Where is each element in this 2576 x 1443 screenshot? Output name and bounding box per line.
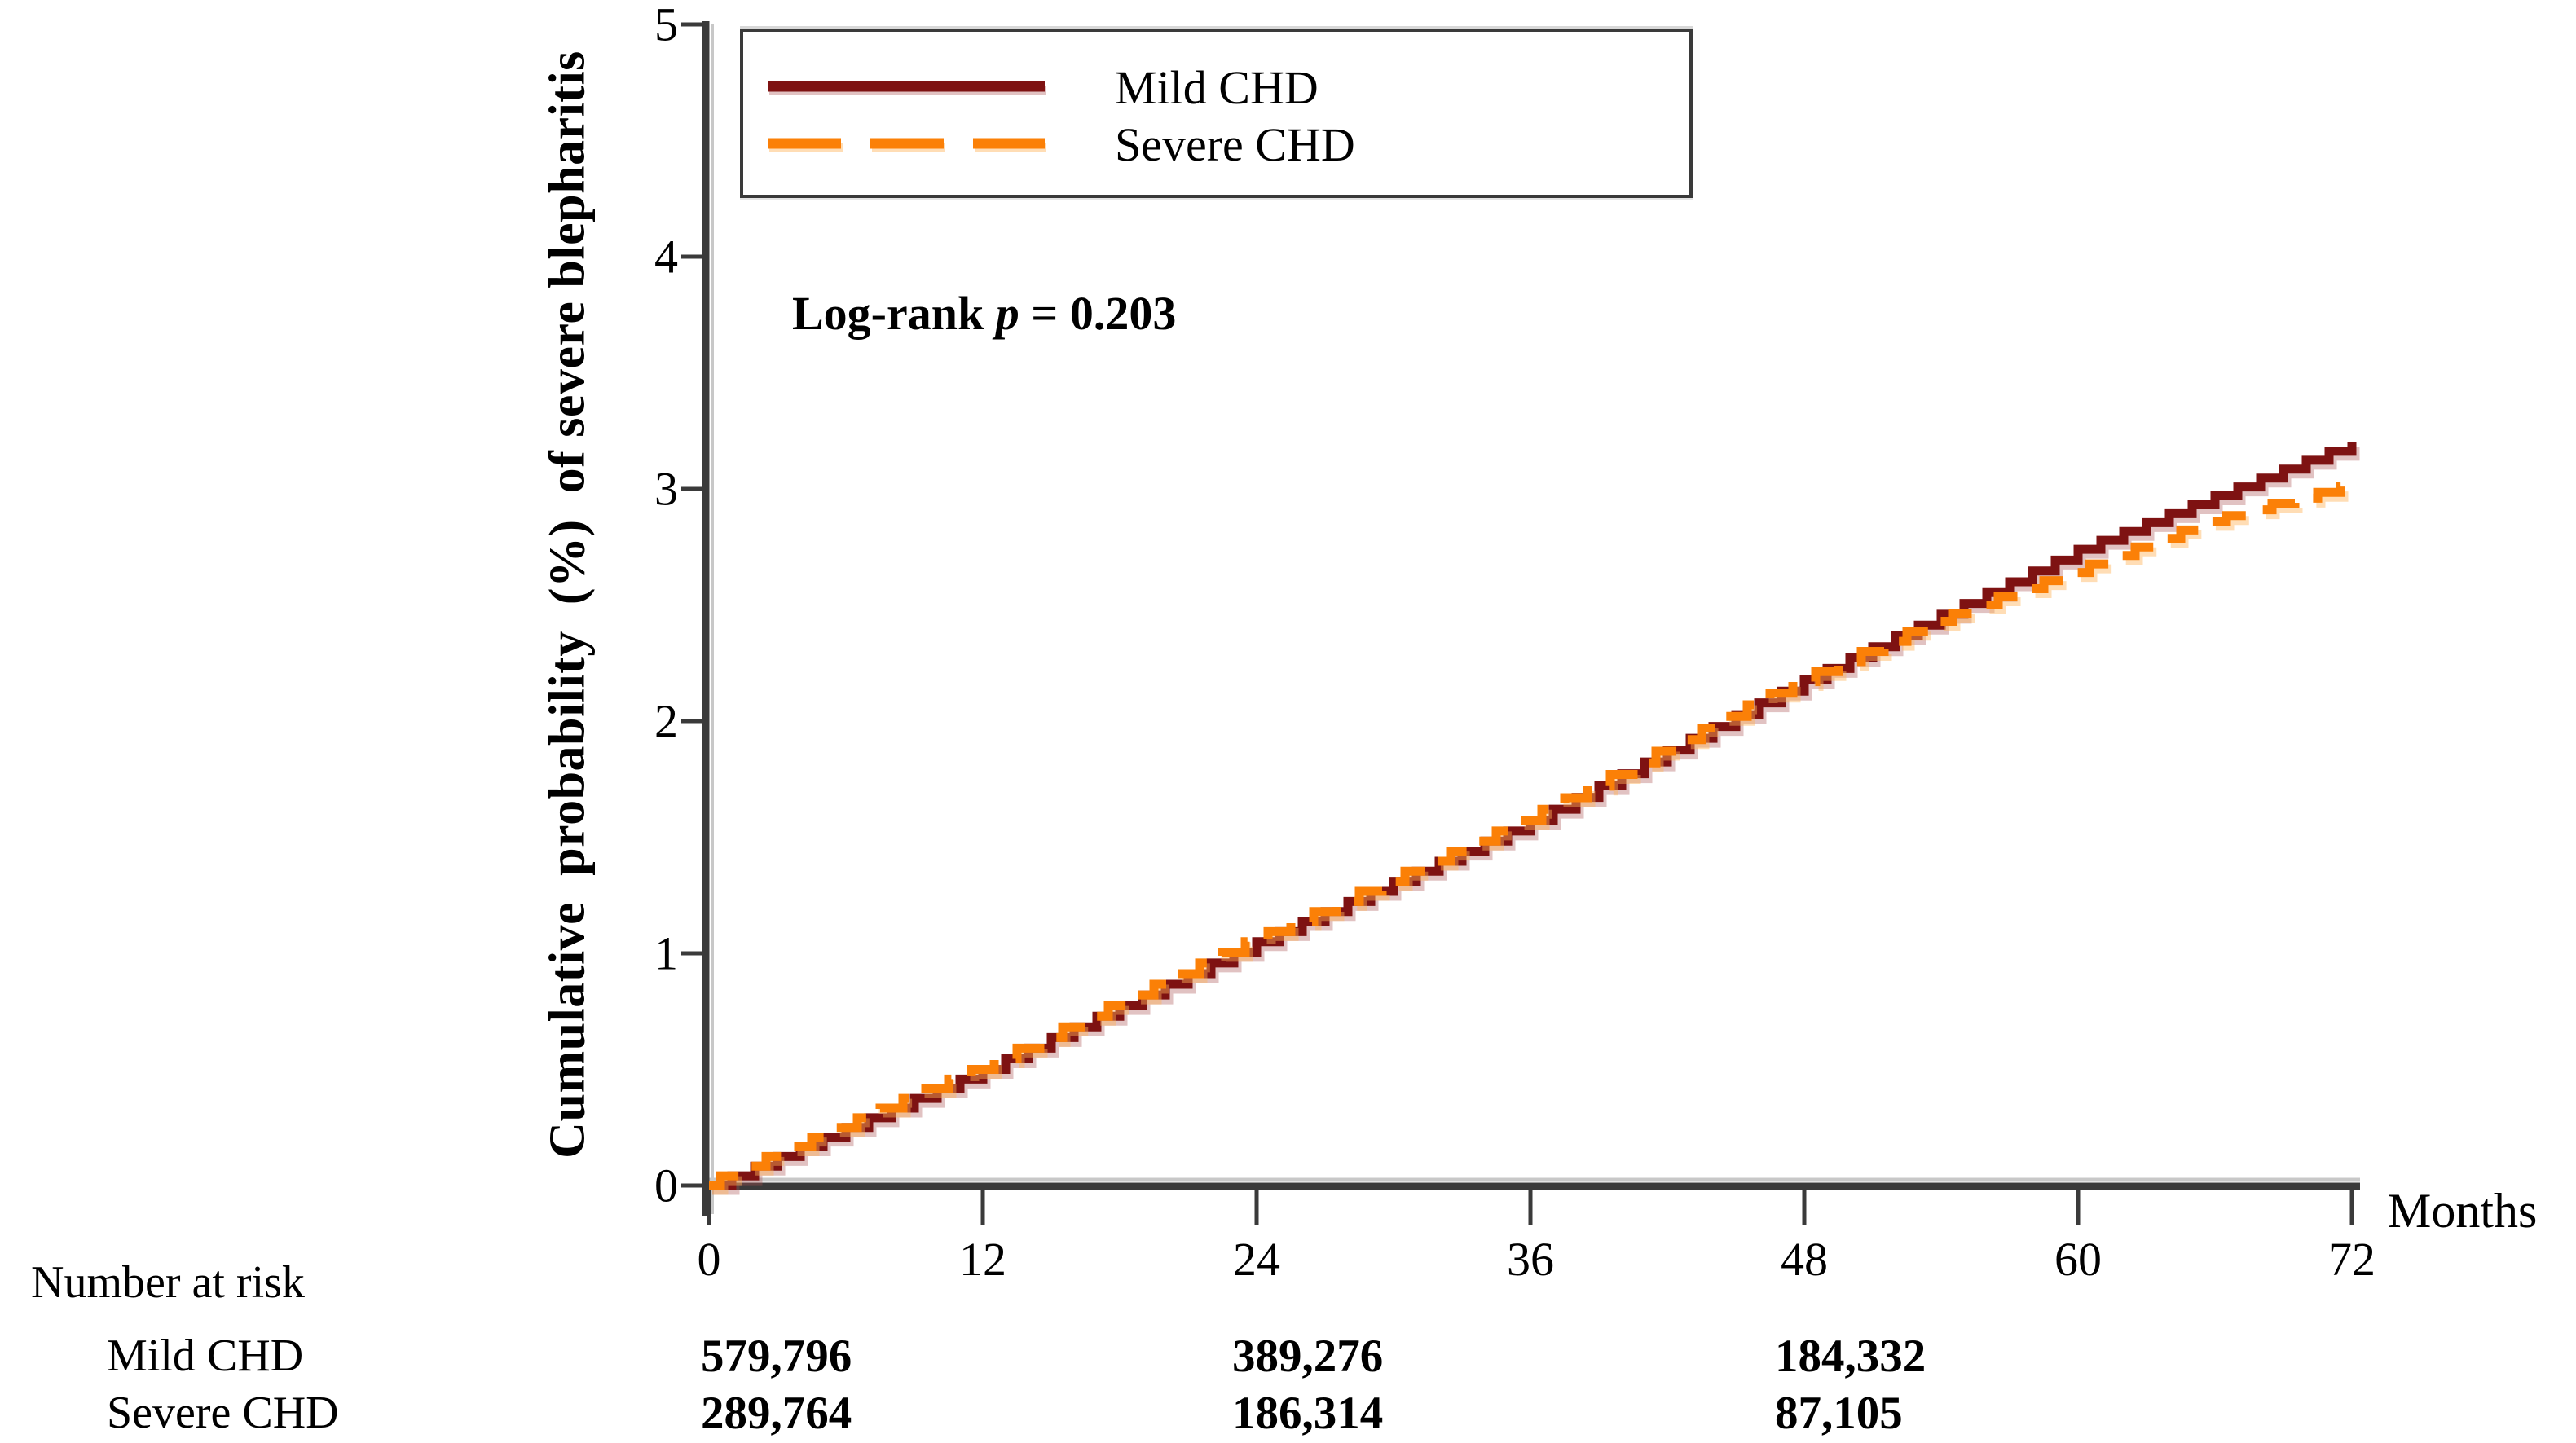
y-axis-title: Cumulative probability (%) of severe ble… <box>539 51 596 1159</box>
y-tick-label: 2 <box>654 694 678 748</box>
log-rank-p-symbol: p <box>995 287 1019 340</box>
risk-row-label-mild: Mild CHD <box>107 1331 304 1381</box>
x-tick-label: 12 <box>959 1233 1006 1286</box>
legend-label-mild: Mild CHD <box>1115 60 1319 114</box>
y-tick-label: 0 <box>654 1159 678 1212</box>
x-tick-label: 60 <box>2054 1233 2102 1286</box>
log-rank-prefix: Log-rank <box>792 287 996 340</box>
x-axis-title: Months <box>2388 1184 2538 1238</box>
log-rank-annotation: Log-rank p = 0.203 <box>768 231 1176 341</box>
legend-label-severe: Severe CHD <box>1115 117 1355 171</box>
y-tick-label: 4 <box>654 230 678 284</box>
mild-line-sample-icon <box>768 81 1046 95</box>
x-tick-label: 0 <box>697 1233 721 1286</box>
y-tick-label: 1 <box>654 926 678 980</box>
risk-value: 579,796 <box>701 1331 852 1382</box>
risk-value: 389,276 <box>1232 1331 1384 1382</box>
number-at-risk-header: Number at risk <box>31 1257 305 1308</box>
risk-row-label-severe: Severe CHD <box>107 1388 339 1438</box>
risk-value: 289,764 <box>701 1388 852 1439</box>
risk-value: 184,332 <box>1775 1331 1926 1382</box>
log-rank-value: = 0.203 <box>1019 287 1177 340</box>
x-tick-label: 48 <box>1781 1233 1828 1286</box>
y-tick-label: 3 <box>654 462 678 516</box>
severe-line-sample-icon <box>768 138 1046 152</box>
risk-value: 186,314 <box>1232 1388 1384 1439</box>
x-tick-label: 24 <box>1233 1233 1280 1286</box>
legend-item-mild: Mild CHD <box>743 60 1689 114</box>
x-tick-label: 36 <box>1507 1233 1554 1286</box>
legend-item-severe: Severe CHD <box>743 117 1689 171</box>
severe-chd-curve-shadow <box>712 486 2355 1195</box>
legend: Mild CHD Severe CHD <box>740 29 1693 198</box>
x-tick-label: 72 <box>2328 1233 2376 1286</box>
severe-chd-curve <box>709 482 2352 1190</box>
risk-value: 87,105 <box>1775 1388 1903 1439</box>
y-tick-label: 5 <box>654 0 678 51</box>
